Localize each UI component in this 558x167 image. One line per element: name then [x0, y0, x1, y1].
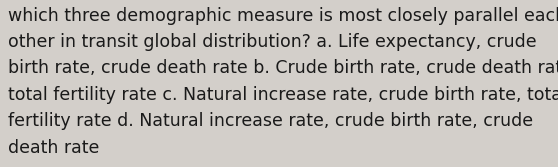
Text: fertility rate d. Natural increase rate, crude birth rate, crude: fertility rate d. Natural increase rate,…	[8, 112, 533, 130]
Text: which three demographic measure is most closely parallel each: which three demographic measure is most …	[8, 7, 558, 25]
Text: birth rate, crude death rate b. Crude birth rate, crude death rate,: birth rate, crude death rate b. Crude bi…	[8, 59, 558, 77]
Text: other in transit global distribution? a. Life expectancy, crude: other in transit global distribution? a.…	[8, 33, 537, 51]
Text: death rate: death rate	[8, 139, 100, 157]
Text: total fertility rate c. Natural increase rate, crude birth rate, total: total fertility rate c. Natural increase…	[8, 86, 558, 104]
